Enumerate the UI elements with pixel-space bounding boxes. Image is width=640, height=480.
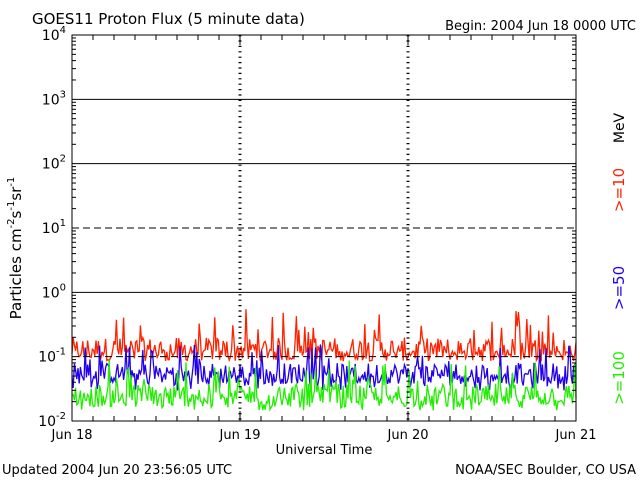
x-axis-title: Universal Time bbox=[276, 443, 373, 458]
begin-label: Begin: 2004 Jun 18 0000 UTC bbox=[445, 19, 636, 34]
energy-unit-label: MeV bbox=[612, 112, 628, 143]
x-tick-labels: Jun 18 Jun 19 Jun 20 Jun 21 bbox=[51, 428, 597, 443]
y-tick-base: 10 bbox=[38, 414, 56, 430]
y-axis-title: Particles cm-2s-1sr-1 bbox=[6, 177, 25, 320]
plot-frame bbox=[71, 34, 577, 422]
y-tick-base: 10 bbox=[42, 221, 60, 237]
x-tick-label: Jun 18 bbox=[51, 428, 93, 443]
y-tick-exponent: -1 bbox=[56, 347, 66, 358]
series-line-1 bbox=[71, 344, 577, 391]
y-tick-label: 100 bbox=[42, 282, 66, 301]
y-tick-exponent: 3 bbox=[60, 89, 66, 100]
series-line-2 bbox=[71, 359, 577, 412]
y-tick-exponent: -2 bbox=[56, 411, 66, 422]
y-tick-base: 10 bbox=[42, 28, 60, 44]
x-tick-label: Jun 19 bbox=[219, 428, 261, 443]
legend-ge100: >=100 bbox=[610, 351, 628, 405]
y-tick-label: 103 bbox=[42, 89, 66, 108]
credit-label: NOAA/SEC Boulder, CO USA bbox=[455, 463, 636, 478]
y-axis-title-base: Particles cm bbox=[7, 228, 25, 319]
chart-title: GOES11 Proton Flux (5 minute data) bbox=[32, 10, 305, 28]
y-tick-exponent: 1 bbox=[60, 218, 66, 229]
y-tick-label: 10-2 bbox=[38, 411, 66, 430]
series-layer bbox=[71, 309, 577, 412]
y-tick-label: 101 bbox=[42, 218, 66, 237]
grid-layer bbox=[71, 35, 577, 421]
series-line-0 bbox=[71, 309, 577, 363]
y-axis-title-sr: sr bbox=[7, 186, 25, 201]
x-tick-label: Jun 21 bbox=[555, 428, 597, 443]
y-tick-exponent: 2 bbox=[60, 154, 66, 165]
y-tick-base: 10 bbox=[42, 92, 60, 108]
updated-label: Updated 2004 Jun 20 23:56:05 UTC bbox=[2, 463, 232, 478]
y-tick-base: 10 bbox=[42, 157, 60, 173]
y-tick-exponent: 0 bbox=[60, 282, 66, 293]
y-tick-base: 10 bbox=[42, 285, 60, 301]
y-tick-label: 102 bbox=[42, 154, 66, 173]
y-axis-title-exp1: -2 bbox=[6, 218, 17, 228]
y-axis-title-exp3: -1 bbox=[6, 177, 17, 187]
y-axis-title-exp2: -1 bbox=[6, 201, 17, 211]
y-axis-title-s: s bbox=[7, 210, 25, 218]
legend-ge10: >=10 bbox=[610, 168, 628, 212]
y-tick-exponent: 4 bbox=[60, 25, 66, 36]
legend-ge50: >=50 bbox=[610, 266, 628, 310]
y-tick-label: 104 bbox=[42, 25, 66, 44]
y-tick-base: 10 bbox=[38, 350, 56, 366]
y-tick-label: 10-1 bbox=[38, 347, 66, 366]
x-tick-label: Jun 20 bbox=[387, 428, 429, 443]
